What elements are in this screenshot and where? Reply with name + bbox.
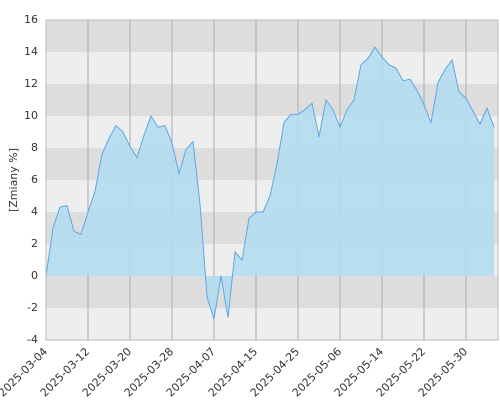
grid-band — [46, 84, 498, 116]
y-tick-label: 12 — [24, 77, 38, 90]
y-tick-label: -2 — [27, 301, 38, 314]
grid-band — [46, 276, 498, 308]
y-tick-label: 6 — [31, 173, 38, 186]
y-axis-label: [Zmiany %] — [7, 148, 20, 212]
y-tick-label: 10 — [24, 109, 38, 122]
plot-border — [45, 19, 499, 341]
y-tick-label: 16 — [24, 13, 38, 26]
y-tick-label: 4 — [31, 205, 38, 218]
grid-band — [46, 20, 498, 52]
y-tick-label: -4 — [27, 333, 38, 346]
grid-band — [46, 52, 498, 84]
y-tick-label: 14 — [24, 45, 38, 58]
y-tick-label: 8 — [31, 141, 38, 154]
grid-band — [46, 308, 498, 340]
line — [45, 46, 495, 320]
area — [46, 47, 494, 320]
y-tick-label: 0 — [31, 269, 38, 282]
y-tick-label: 2 — [31, 237, 38, 250]
